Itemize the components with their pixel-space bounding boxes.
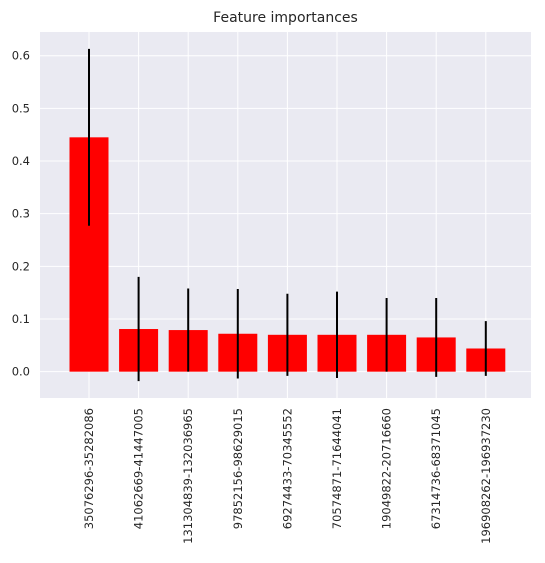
y-tick-label: 0.6 bbox=[12, 49, 30, 63]
y-tick-label: 0.5 bbox=[12, 101, 30, 115]
y-tick-labels: 0.0 0.1 0.2 0.3 0.4 0.5 0.6 bbox=[12, 49, 30, 379]
x-tick-labels: 35076296-35282086 41062669-41447005 131304… bbox=[82, 408, 493, 544]
x-tick-label: 131304839-132036965 bbox=[181, 408, 195, 544]
y-tick-label: 0.2 bbox=[12, 259, 30, 273]
x-tick-label: 196908262-196937230 bbox=[479, 408, 493, 544]
y-tick-label: 0.1 bbox=[12, 312, 30, 326]
x-tick-label: 41062669-41447005 bbox=[132, 408, 146, 529]
y-tick-label: 0.3 bbox=[12, 207, 30, 221]
x-tick-label: 70574871-71644041 bbox=[330, 408, 344, 529]
x-tick-label: 97852156-98629015 bbox=[231, 408, 245, 529]
x-tick-label: 35076296-35282086 bbox=[82, 408, 96, 529]
x-tick-label: 19049822-20716660 bbox=[380, 408, 394, 529]
error-bars bbox=[88, 48, 487, 382]
x-tick-label: 67314736-68371045 bbox=[429, 408, 443, 529]
y-tick-label: 0.4 bbox=[12, 154, 30, 168]
chart-title: Feature importances bbox=[213, 10, 358, 26]
x-tick-label: 69274433-70345552 bbox=[280, 408, 294, 529]
y-tick-label: 0.0 bbox=[12, 365, 30, 379]
